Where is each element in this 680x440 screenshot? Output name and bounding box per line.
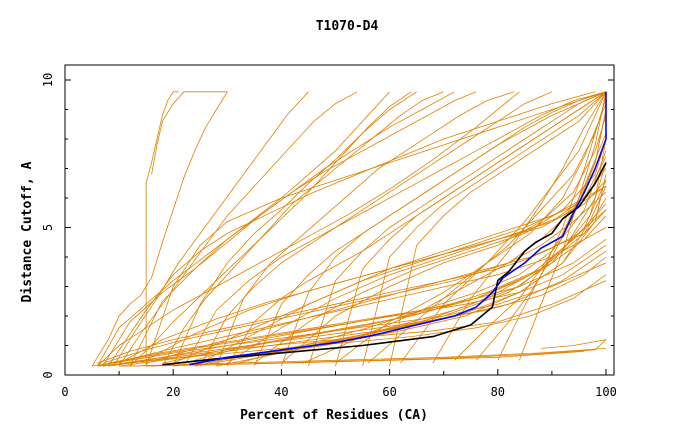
x-tick-label: 40 bbox=[274, 385, 288, 399]
model-series-line bbox=[162, 91, 444, 367]
model-series-line bbox=[108, 215, 607, 364]
model-series-line bbox=[200, 168, 607, 364]
y-axis: 0 5 10 bbox=[41, 73, 614, 379]
x-axis: 0 20 40 60 80 100 bbox=[61, 369, 617, 399]
x-tick-label: 100 bbox=[595, 385, 617, 399]
model-series-line bbox=[519, 91, 607, 361]
model-series-line bbox=[97, 91, 520, 367]
model-series-line bbox=[362, 91, 607, 367]
model-series-line bbox=[281, 115, 607, 364]
model-series-group bbox=[91, 91, 607, 367]
chart-title: T1070-D4 bbox=[316, 19, 379, 34]
model-series-line bbox=[151, 91, 228, 175]
model-series-line bbox=[118, 91, 358, 367]
y-tick-label: 0 bbox=[41, 371, 55, 378]
model-series-line bbox=[281, 91, 607, 367]
model-series-line bbox=[432, 91, 607, 364]
model-series-line bbox=[253, 91, 607, 367]
model-series-line bbox=[541, 339, 607, 349]
x-tick-label: 80 bbox=[491, 385, 505, 399]
x-tick-label: 60 bbox=[382, 385, 396, 399]
model-series-line bbox=[113, 227, 607, 364]
model-series-line bbox=[102, 256, 607, 367]
model-series-line bbox=[129, 238, 607, 364]
model-series-line bbox=[475, 109, 607, 361]
model-series-line bbox=[102, 191, 607, 364]
model-series-line bbox=[400, 91, 607, 364]
blue-series-line bbox=[189, 91, 607, 366]
model-series-line bbox=[146, 351, 585, 367]
x-tick-label: 0 bbox=[61, 385, 68, 399]
model-series-line bbox=[113, 91, 309, 367]
black-series-line bbox=[162, 162, 607, 366]
x-axis-label: Percent of Residues (CA) bbox=[240, 408, 428, 423]
model-series-line bbox=[91, 91, 228, 367]
model-series-line bbox=[183, 91, 607, 367]
model-series-line bbox=[227, 156, 607, 364]
model-series-line bbox=[497, 97, 607, 361]
model-series-line bbox=[140, 185, 607, 364]
model-series-line bbox=[145, 91, 607, 367]
model-series-line bbox=[183, 197, 607, 364]
x-tick-label: 20 bbox=[166, 385, 180, 399]
model-series-line bbox=[335, 91, 607, 367]
model-series-line bbox=[237, 150, 607, 364]
highlight-series-group bbox=[162, 91, 607, 366]
y-tick-label: 5 bbox=[41, 224, 55, 231]
model-series-line bbox=[129, 91, 455, 367]
y-tick-label: 10 bbox=[41, 73, 55, 87]
model-series-line bbox=[199, 91, 553, 367]
model-series-line bbox=[91, 262, 607, 367]
model-series-line bbox=[389, 91, 607, 367]
model-series-line bbox=[151, 186, 607, 367]
model-series-line bbox=[254, 138, 607, 364]
model-series-line bbox=[129, 91, 412, 367]
model-series-line bbox=[102, 91, 477, 367]
plot-frame bbox=[64, 64, 615, 376]
model-series-line bbox=[216, 91, 515, 367]
model-series-line bbox=[308, 91, 607, 367]
model-series-line bbox=[145, 91, 179, 367]
model-series-line bbox=[97, 91, 390, 367]
model-series-line bbox=[97, 209, 607, 364]
model-series-line bbox=[205, 174, 607, 364]
model-series-line bbox=[335, 103, 607, 364]
y-axis-label: Distance Cutoff, A bbox=[20, 161, 35, 302]
